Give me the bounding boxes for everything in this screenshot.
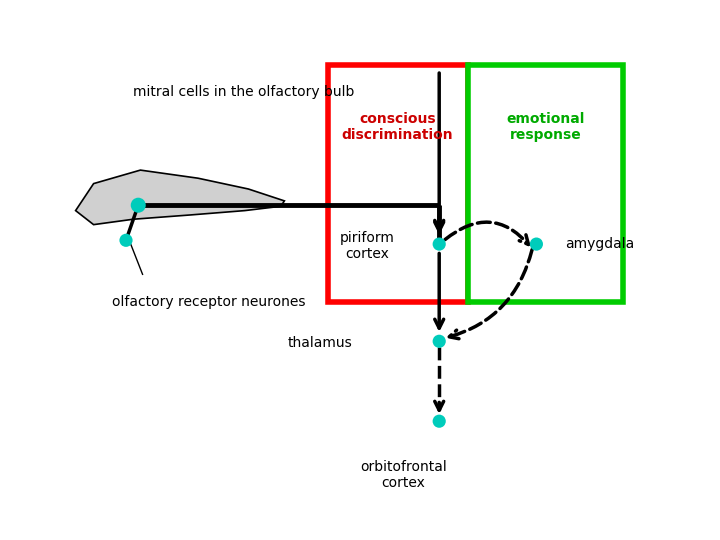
Text: thalamus: thalamus <box>288 336 353 350</box>
Bar <box>468 65 623 302</box>
Text: emotional
response: emotional response <box>507 112 585 142</box>
Point <box>433 417 445 426</box>
Point <box>433 337 445 346</box>
Text: piriform
cortex: piriform cortex <box>340 231 395 261</box>
Text: olfactory receptor neurones: olfactory receptor neurones <box>112 295 305 309</box>
Text: conscious
discrimination: conscious discrimination <box>341 112 454 142</box>
Polygon shape <box>76 170 284 225</box>
Bar <box>328 65 468 302</box>
Point <box>120 236 132 245</box>
Point <box>132 201 144 210</box>
Text: orbitofrontal
cortex: orbitofrontal cortex <box>360 460 446 490</box>
Text: mitral cells in the olfactory bulb: mitral cells in the olfactory bulb <box>133 85 354 99</box>
Text: amygdala: amygdala <box>565 237 634 251</box>
Point <box>531 240 542 248</box>
Point <box>433 240 445 248</box>
